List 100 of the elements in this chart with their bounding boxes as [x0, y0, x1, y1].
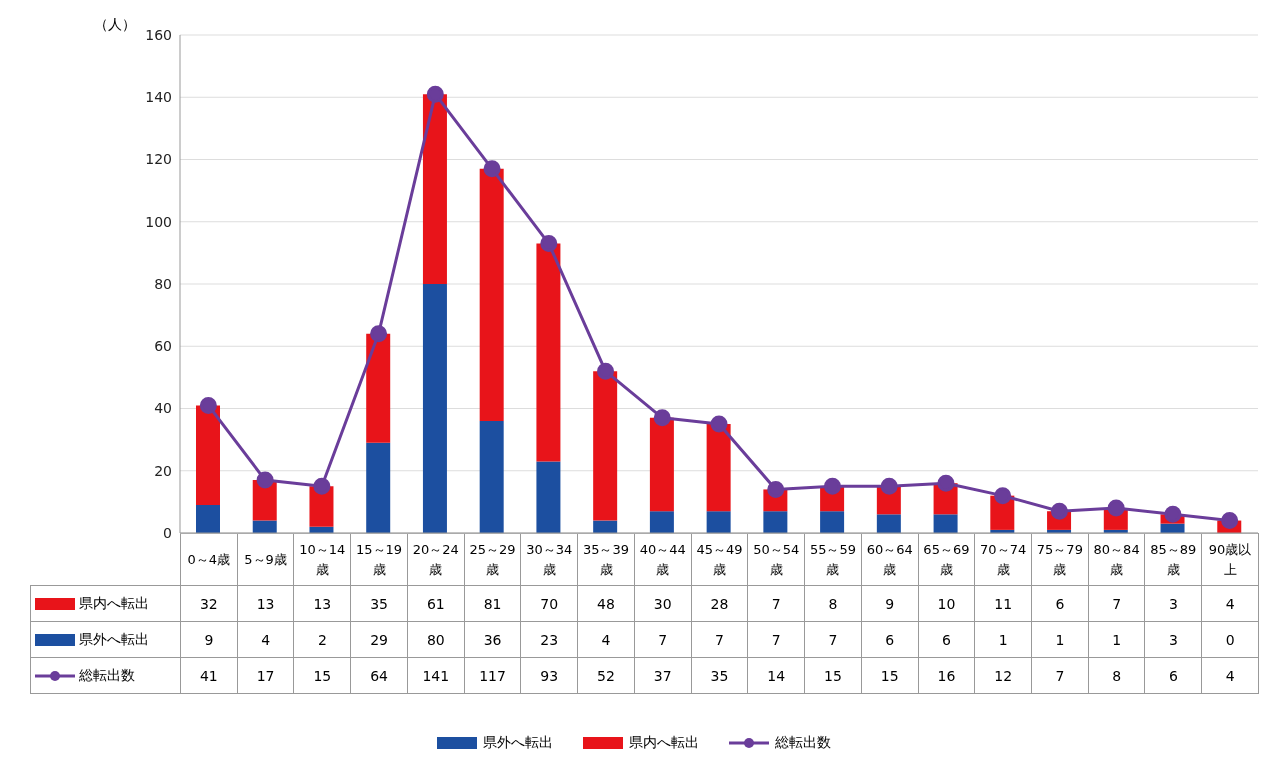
x-tick-label: 80～84歳 [1092, 540, 1141, 579]
y-tick-label: 0 [163, 524, 172, 541]
data-label: 80 [407, 621, 465, 658]
bar [649, 417, 674, 512]
x-tick-label: 30～34歳 [525, 540, 574, 579]
x-tick-label: 25～29歳 [468, 540, 517, 579]
data-label: 8 [1088, 657, 1145, 694]
data-label: 36 [464, 621, 521, 658]
data-label: 6 [1031, 585, 1089, 622]
point [313, 477, 331, 495]
x-tick-label: 0～4歳 [186, 550, 232, 569]
bar [479, 168, 504, 421]
point [823, 477, 841, 495]
text: 県外へ転出 [482, 734, 553, 750]
point [937, 474, 955, 492]
data-label: 64 [350, 657, 408, 694]
bar [196, 405, 220, 505]
x-tick-label: 55～59歳 [808, 540, 857, 579]
y-tick-label: 20 [154, 462, 172, 479]
data-label: 7 [1088, 585, 1145, 622]
data-label: 70 [520, 585, 578, 622]
y-tick-label: 40 [154, 400, 172, 417]
data-label: 37 [634, 657, 692, 694]
data-label: 7 [804, 621, 862, 658]
data-label: 17 [237, 657, 294, 694]
data-label: 30 [634, 585, 692, 622]
bar [593, 371, 618, 521]
data-label: 13 [293, 585, 351, 622]
point [994, 487, 1012, 505]
data-label: 4 [237, 621, 294, 658]
data-label: 29 [350, 621, 408, 658]
data-label: 3 [1144, 585, 1202, 622]
data-label: 15 [861, 657, 919, 694]
data-label: 52 [577, 657, 635, 694]
data-label: 15 [293, 657, 351, 694]
data-label: 41 [180, 657, 238, 694]
y-tick-label: 80 [154, 275, 172, 292]
point [653, 409, 671, 427]
bar [196, 504, 220, 533]
data-label: 1 [1088, 621, 1145, 658]
data-label: 7 [1031, 657, 1089, 694]
data-label: 6 [1144, 657, 1202, 694]
bar [649, 511, 674, 533]
data-label: 11 [974, 585, 1032, 622]
point [1107, 499, 1125, 517]
data-label: 4 [577, 621, 635, 658]
data-label: 3 [1144, 621, 1202, 658]
x-tick-label: 50～54歳 [752, 540, 801, 579]
y-tick-label: 120 [145, 151, 172, 168]
point [540, 235, 558, 253]
data-label: 6 [918, 621, 975, 658]
y-tick-label: 160 [145, 26, 172, 43]
data-label: 9 [861, 585, 919, 622]
y-axis-title: （人） [94, 16, 136, 34]
data-label: 23 [520, 621, 578, 658]
bar [763, 511, 788, 533]
data-label: 12 [974, 657, 1032, 694]
x-tick-label: 15～19歳 [355, 540, 404, 579]
x-tick-label: 75～79歳 [1035, 540, 1084, 579]
point [597, 362, 615, 380]
data-label: 4 [1201, 657, 1259, 694]
text: 総転出数 [774, 734, 831, 750]
data-label: 35 [691, 657, 748, 694]
data-label: 4 [1201, 585, 1259, 622]
x-tick-label: 70～74歳 [979, 540, 1028, 579]
data-label: 7 [747, 621, 805, 658]
y-tick-label: 60 [154, 338, 172, 355]
data-label: 6 [861, 621, 919, 658]
data-label: 7 [747, 585, 805, 622]
point [426, 85, 444, 103]
data-label: 61 [407, 585, 465, 622]
data-label: 8 [804, 585, 862, 622]
data-label: 16 [918, 657, 975, 694]
bar [820, 511, 845, 533]
data-label: 117 [464, 657, 521, 694]
data-label: 7 [634, 621, 692, 658]
bar [536, 461, 561, 533]
data-label: 13 [237, 585, 294, 622]
bar [479, 420, 504, 533]
bar [536, 243, 561, 462]
x-tick-label: 35～39歳 [581, 540, 631, 579]
data-label: 14 [747, 657, 805, 694]
y-tick-label: 140 [145, 89, 172, 106]
bar [933, 514, 958, 533]
bar [706, 424, 731, 512]
x-tick-label: 65～69歳 [922, 540, 971, 579]
x-tick-label: 85～89歳 [1149, 540, 1198, 579]
x-tick-label: 60～64歳 [865, 540, 914, 579]
data-label: 28 [691, 585, 748, 622]
data-label: 1 [974, 621, 1032, 658]
point [483, 160, 501, 178]
x-tick-label: 90歳以上 [1207, 540, 1253, 579]
point [767, 480, 785, 498]
data-label: 32 [180, 585, 238, 622]
data-label: 93 [520, 657, 578, 694]
x-tick-label: 10～14歳 [298, 540, 347, 579]
x-tick-label: 20～24歳 [411, 540, 460, 579]
text: 県内へ転出 [628, 734, 699, 750]
legend-label: 総転出数 [79, 666, 136, 683]
legend-label: 県外へ転出 [79, 630, 150, 647]
